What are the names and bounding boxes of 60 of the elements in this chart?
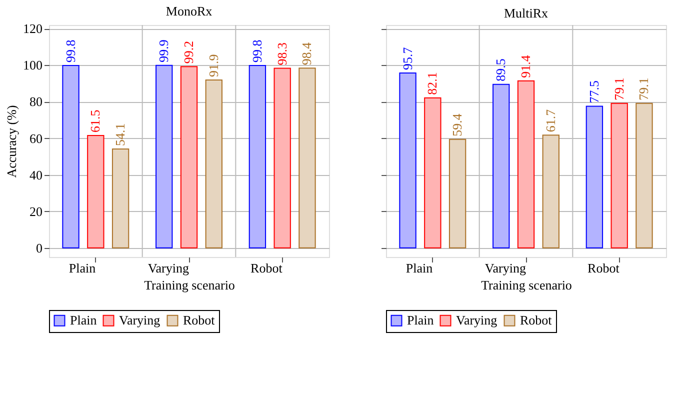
data-label: 91.9 (206, 54, 221, 77)
bar (205, 79, 222, 248)
bar (448, 138, 466, 248)
legend-label: Robot (183, 312, 216, 328)
x-tick-label: Robot (588, 260, 620, 276)
bar (399, 72, 416, 248)
x-tick-label: Robot (250, 260, 283, 276)
y-tick-label: 100 (23, 58, 42, 73)
x-tick-label: Varying (484, 260, 526, 276)
bar (62, 65, 80, 248)
legend-label: Robot (520, 312, 552, 328)
bar (156, 64, 173, 248)
chart-title: MonoRx (166, 4, 213, 19)
data-label: 54.1 (112, 123, 128, 146)
x-axis-title: Training scenario (144, 278, 235, 292)
y-tick-label: 80 (30, 94, 42, 110)
data-label: 89.5 (493, 58, 508, 82)
x-tick-label: Plain (68, 260, 96, 276)
data-label: 61.7 (542, 108, 558, 132)
data-label: 99.8 (249, 40, 264, 63)
data-label: 79.1 (636, 78, 652, 100)
data-label: 91.4 (518, 54, 533, 78)
bar (180, 66, 198, 248)
bar (112, 148, 130, 248)
legend-label: Varying (456, 312, 498, 328)
data-label: 95.7 (400, 46, 415, 70)
data-label: 99.9 (156, 40, 172, 62)
data-label: 99.2 (181, 40, 196, 64)
legend-label: Plain (70, 312, 98, 328)
bar (610, 102, 628, 248)
y-tick-label: 40 (30, 167, 42, 182)
bar (248, 65, 266, 248)
y-tick-label: 120 (23, 21, 42, 36)
x-tick-label: Plain (406, 260, 434, 276)
data-label: 61.5 (88, 110, 103, 133)
data-label: 99.8 (62, 40, 78, 63)
bar (87, 135, 104, 248)
x-axis-title: Training scenario (481, 278, 572, 292)
bar (586, 106, 604, 248)
bar (424, 97, 442, 248)
data-label: 79.1 (611, 78, 626, 100)
data-label: 82.1 (424, 72, 440, 95)
x-tick-label: Varying (148, 260, 190, 276)
y-axis-title: Accuracy (%) (4, 105, 19, 178)
chart-title: MultiRx (504, 6, 549, 20)
data-label: 59.4 (450, 113, 465, 136)
bar (636, 102, 653, 248)
data-label: 77.5 (586, 80, 602, 104)
data-label: 98.4 (299, 42, 314, 66)
bar (517, 80, 535, 248)
bar (298, 68, 316, 248)
y-tick-label: 60 (30, 130, 42, 146)
y-tick-label: 20 (30, 204, 42, 219)
bar (274, 68, 291, 248)
legend-label: Varying (119, 312, 161, 328)
bar (542, 134, 560, 248)
y-tick-label: 0 (36, 240, 42, 256)
legend-label: Plain (407, 312, 434, 328)
data-label: 98.3 (274, 42, 290, 66)
bar (492, 84, 510, 248)
